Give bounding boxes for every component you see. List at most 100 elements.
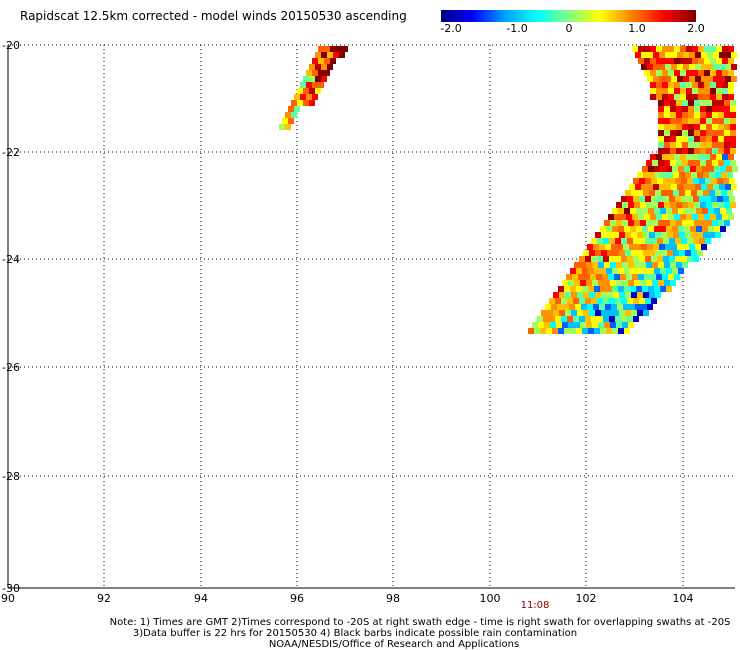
swath-cell — [674, 94, 680, 100]
swath-cell — [674, 274, 680, 280]
swath-cell — [321, 76, 327, 82]
swath-cell — [607, 232, 613, 238]
swath-cell — [701, 52, 707, 58]
swath-cell — [588, 268, 594, 274]
swath-cell — [673, 190, 679, 196]
swath-cell — [731, 64, 737, 70]
swath-cell — [595, 310, 601, 316]
swath-cell — [650, 82, 656, 88]
swath-cell — [706, 148, 712, 154]
swath-cell — [641, 244, 647, 250]
swath-cell — [622, 280, 628, 286]
swath-cell — [631, 250, 637, 256]
swath-cell — [664, 124, 670, 130]
swath-cell — [668, 58, 674, 64]
swath-cell — [603, 298, 609, 304]
swath-cell — [707, 64, 713, 70]
swath-cell — [728, 58, 734, 64]
swath-cell — [585, 298, 591, 304]
swath-cell — [729, 196, 735, 202]
swath-cell — [706, 160, 712, 166]
swath-cell — [692, 82, 698, 88]
swath-cell — [692, 46, 698, 52]
swath-cell — [549, 316, 555, 322]
swath-cell — [664, 136, 670, 142]
swath-cell — [688, 202, 694, 208]
swath-cell — [656, 274, 662, 280]
swath-cell — [676, 202, 682, 208]
swath-cell — [598, 280, 604, 286]
swath-cell — [713, 52, 719, 58]
swath-cell — [618, 268, 624, 274]
swath-cell — [670, 160, 676, 166]
swath-cell — [543, 316, 549, 322]
swath-cell — [609, 238, 615, 244]
swath-cell — [693, 238, 699, 244]
swath-cell — [676, 136, 682, 142]
plot-frame — [7, 45, 735, 589]
swath-cell — [651, 178, 657, 184]
swath-cell — [681, 256, 687, 262]
swath-cell — [632, 214, 638, 220]
swath-cell — [676, 100, 682, 106]
swath-cell — [616, 322, 622, 328]
swath-cell — [642, 166, 648, 172]
x-tick-label: 90 — [1, 592, 15, 605]
swath-cell — [664, 148, 670, 154]
swath-cell — [730, 118, 736, 124]
swath-cell — [658, 280, 664, 286]
swath-cell — [576, 268, 582, 274]
swath-cell — [700, 112, 706, 118]
footer-notes: Note: 1) Times are GMT 2)Times correspon… — [110, 617, 731, 650]
swath-cell — [712, 202, 718, 208]
swath-cell — [619, 310, 625, 316]
swath-cell — [622, 220, 628, 226]
swath-cell — [700, 142, 706, 148]
swath-cell — [671, 76, 677, 82]
swath-cell — [688, 100, 694, 106]
swath-cell — [617, 304, 623, 310]
swath-cell — [712, 118, 718, 124]
swath-cell — [718, 202, 724, 208]
swath-cell — [699, 196, 705, 202]
swath-cell — [324, 70, 330, 76]
swath-cell — [682, 220, 688, 226]
swath-cell — [644, 58, 650, 64]
swath-cell — [656, 88, 662, 94]
swath-cell — [681, 196, 687, 202]
swath-cell — [578, 274, 584, 280]
swath-cell — [718, 124, 724, 130]
swath-cell — [676, 106, 682, 112]
swath-cell — [618, 286, 624, 292]
swath-cell — [621, 238, 627, 244]
swath-cell — [652, 262, 658, 268]
swath-cell — [592, 280, 598, 286]
swath-cell — [621, 256, 627, 262]
swath-cell — [605, 244, 611, 250]
swath-cell — [670, 220, 676, 226]
swath-cell — [645, 256, 651, 262]
swath-cell — [622, 262, 628, 268]
swath-cell — [720, 166, 726, 172]
swath-cell — [297, 88, 303, 94]
swath-cell — [638, 58, 644, 64]
swath-cell — [709, 232, 715, 238]
swath-cell — [616, 202, 622, 208]
swath-cell — [607, 292, 613, 298]
swath-cell — [643, 232, 649, 238]
swath-cell — [575, 304, 581, 310]
swath-cell — [591, 256, 597, 262]
swath-cell — [586, 280, 592, 286]
swath-cell — [555, 316, 561, 322]
swath-cell — [724, 100, 730, 106]
swath-cell — [692, 58, 698, 64]
x-tick-label: 102 — [576, 592, 597, 605]
swath-cell — [694, 112, 700, 118]
swath-cell — [710, 82, 716, 88]
swath-cell — [706, 136, 712, 142]
swath-cell — [711, 196, 717, 202]
swath-cell — [631, 310, 637, 316]
swath-cell — [688, 112, 694, 118]
swath-cell — [656, 58, 662, 64]
swath-cell — [663, 256, 669, 262]
